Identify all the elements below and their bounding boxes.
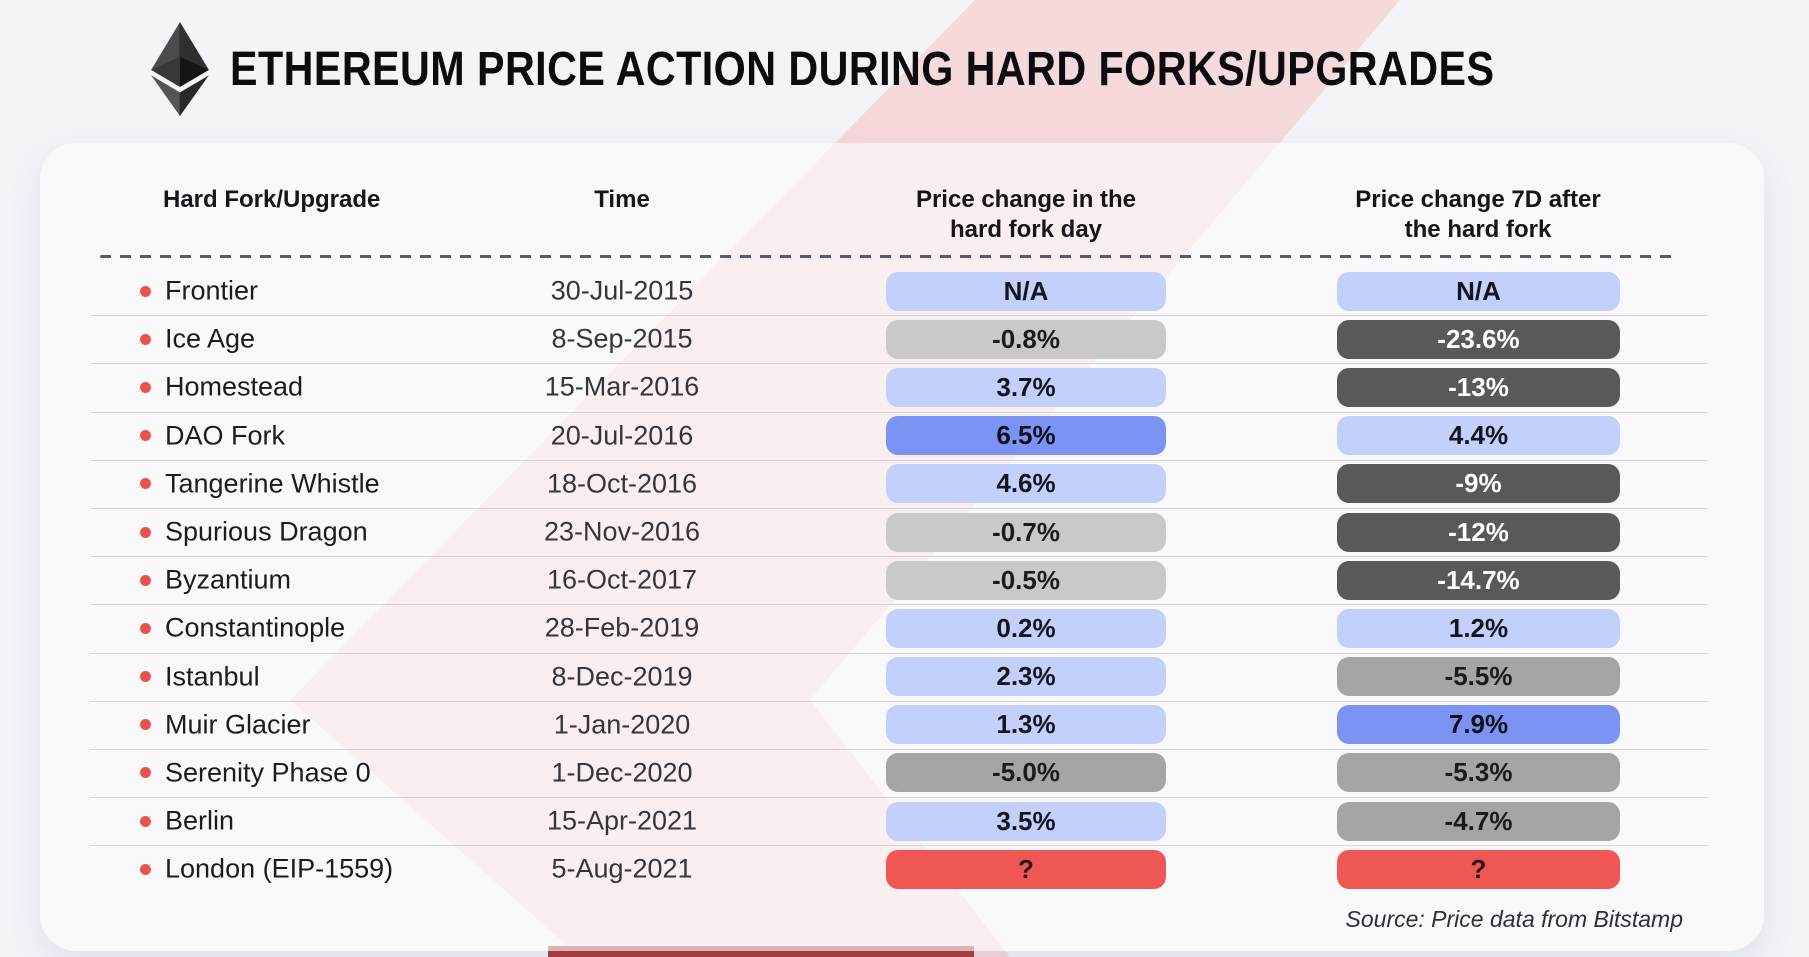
table-row: Serenity Phase 0 1-Dec-2020 -5.0% -5.3% <box>62 748 1742 797</box>
column-header-line: Price change in the <box>915 186 1137 213</box>
fork-name: Berlin <box>165 805 235 836</box>
fork-date: 30-Jul-2015 <box>550 275 694 306</box>
table-row: Berlin 15-Apr-2021 3.5% -4.7% <box>62 797 1742 845</box>
fork-date: 8-Dec-2019 <box>551 661 693 692</box>
bullet-icon <box>140 767 151 779</box>
price-change-day-pill: 0.2% <box>886 608 1166 648</box>
fork-name: Frontier <box>165 275 259 306</box>
column-header-line: hard fork day <box>949 216 1103 243</box>
column-header-line: Price change 7D after <box>1355 186 1601 213</box>
fork-name: Istanbul <box>165 661 260 692</box>
page-title: ETHEREUM PRICE ACTION DURING HARD FORKS/… <box>230 42 1495 96</box>
bullet-icon <box>140 333 151 345</box>
table-row: London (EIP-1559) 5-Aug-2021 ? ? <box>62 845 1742 893</box>
price-change-day-pill: 3.7% <box>886 367 1166 407</box>
table-row: Tangerine Whistle 18-Oct-2016 4.6% -9% <box>62 459 1742 508</box>
price-change-day-pill: 4.6% <box>886 464 1166 504</box>
price-change-7d-pill: 1.2% <box>1337 608 1620 648</box>
price-change-day-pill: -0.7% <box>886 512 1166 552</box>
bullet-icon <box>140 863 151 875</box>
fork-date: 5-Aug-2021 <box>551 853 693 884</box>
price-change-7d-pill: 4.4% <box>1337 416 1620 456</box>
table-row: Spurious Dragon 23-Nov-2016 -0.7% -12% <box>62 507 1742 556</box>
header-divider <box>100 255 1680 258</box>
fork-name: DAO Fork <box>165 420 286 451</box>
table-row: Muir Glacier 1-Jan-2020 1.3% 7.9% <box>62 700 1742 749</box>
price-change-7d-pill: -4.7% <box>1337 801 1620 841</box>
price-change-day-pill: N/A <box>886 271 1166 311</box>
dark-red-bottom-bar <box>548 946 974 957</box>
price-change-7d-pill: -5.5% <box>1337 657 1620 697</box>
price-change-day-pill: 2.3% <box>886 657 1166 697</box>
price-change-7d-pill: -5.3% <box>1337 753 1620 793</box>
fork-name: Homestead <box>165 371 304 402</box>
bullet-icon <box>140 671 151 683</box>
fork-name: Ice Age <box>165 323 256 354</box>
bullet-icon <box>140 815 151 827</box>
fork-name: London (EIP-1559) <box>165 853 394 884</box>
table-row: Ice Age 8-Sep-2015 -0.8% -23.6% <box>62 315 1742 363</box>
price-change-day-pill: 1.3% <box>886 705 1166 745</box>
fork-date: 16-Oct-2017 <box>546 564 698 595</box>
fork-date: 20-Jul-2016 <box>550 420 694 451</box>
fork-date: 15-Apr-2021 <box>546 805 698 836</box>
bullet-icon <box>140 381 151 393</box>
fork-name: Spurious Dragon <box>165 516 368 547</box>
table-row: DAO Fork 20-Jul-2016 6.5% 4.4% <box>62 411 1742 460</box>
price-change-7d-pill: N/A <box>1337 271 1620 311</box>
bullet-icon <box>140 430 151 442</box>
price-change-day-pill: ? <box>886 849 1166 889</box>
fork-date: 18-Oct-2016 <box>546 468 698 499</box>
price-change-day-pill: 6.5% <box>886 416 1166 456</box>
column-header-price-change-day: Price change in the hard fork day <box>826 185 1226 245</box>
header: ETHEREUM PRICE ACTION DURING HARD FORKS/… <box>148 22 1700 116</box>
table-row: Byzantium 16-Oct-2017 -0.5% -14.7% <box>62 556 1742 604</box>
bullet-icon <box>140 574 151 586</box>
bullet-icon <box>140 526 151 538</box>
fork-date: 23-Nov-2016 <box>543 516 701 547</box>
column-header-time: Time <box>594 186 650 213</box>
price-change-7d-pill: -14.7% <box>1337 560 1620 600</box>
fork-date: 15-Mar-2016 <box>544 371 700 402</box>
bullet-icon <box>140 622 151 634</box>
bullet-icon <box>140 478 151 490</box>
fork-name: Muir Glacier <box>165 709 311 740</box>
table-row: Frontier 30-Jul-2015 N/A N/A <box>62 267 1742 315</box>
fork-date: 1-Jan-2020 <box>553 709 691 740</box>
fork-date: 8-Sep-2015 <box>551 323 693 354</box>
fork-name: Byzantium <box>165 564 292 595</box>
price-change-day-pill: -0.8% <box>886 319 1166 359</box>
table-rows: Frontier 30-Jul-2015 N/A N/A Ice Age 8-S… <box>62 267 1742 893</box>
column-header-hard-fork: Hard Fork/Upgrade <box>163 186 381 213</box>
bullet-icon <box>140 285 151 297</box>
price-change-7d-pill: ? <box>1337 849 1620 889</box>
fork-name: Serenity Phase 0 <box>165 757 371 788</box>
table-row: Istanbul 8-Dec-2019 2.3% -5.5% <box>62 652 1742 701</box>
column-header-line: the hard fork <box>1404 216 1552 243</box>
bullet-icon <box>140 719 151 731</box>
price-change-7d-pill: -12% <box>1337 512 1620 552</box>
fork-date: 1-Dec-2020 <box>551 757 693 788</box>
price-change-7d-pill: -9% <box>1337 464 1620 504</box>
column-header-price-change-7d: Price change 7D after the hard fork <box>1278 185 1678 245</box>
price-change-day-pill: -5.0% <box>886 753 1166 793</box>
price-change-7d-pill: 7.9% <box>1337 705 1620 745</box>
source-note: Source: Price data from Bitstamp <box>1345 906 1683 932</box>
table-row: Homestead 15-Mar-2016 3.7% -13% <box>62 363 1742 411</box>
price-change-day-pill: 3.5% <box>886 801 1166 841</box>
price-change-7d-pill: -13% <box>1337 367 1620 407</box>
ethereum-logo-icon <box>151 22 209 116</box>
price-change-day-pill: -0.5% <box>886 560 1166 600</box>
fork-date: 28-Feb-2019 <box>544 612 700 643</box>
fork-name: Constantinople <box>165 612 346 643</box>
table-row: Constantinople 28-Feb-2019 0.2% 1.2% <box>62 604 1742 652</box>
fork-name: Tangerine Whistle <box>165 468 380 499</box>
price-change-7d-pill: -23.6% <box>1337 319 1620 359</box>
